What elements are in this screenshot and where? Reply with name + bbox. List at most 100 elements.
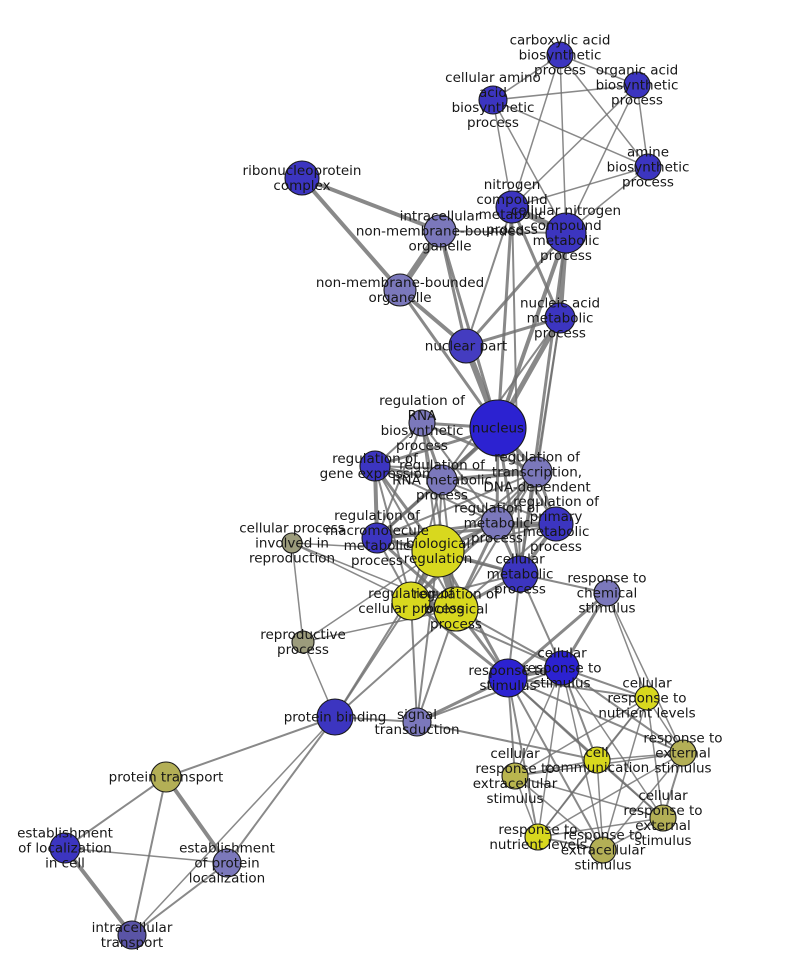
edge-crnl-cresex[interactable]: [646, 697, 664, 819]
node-np[interactable]: [448, 328, 484, 364]
node-nuc[interactable]: [469, 399, 527, 457]
node-recs[interactable]: [589, 836, 617, 864]
node-cab[interactable]: [546, 41, 574, 69]
node-cc[interactable]: [583, 746, 611, 774]
edge-rtd-rcp[interactable]: [410, 471, 538, 602]
edge-rnp-inmbo[interactable]: [300, 176, 442, 233]
edge-cc-st[interactable]: [416, 721, 598, 761]
node-nam[interactable]: [544, 302, 576, 334]
edge-ncm-cmp[interactable]: [511, 206, 521, 575]
edge-cc-rnl[interactable]: [537, 759, 598, 838]
edge-caab-cncm[interactable]: [492, 99, 567, 234]
node-rrb[interactable]: [408, 409, 436, 437]
edge-cc-cresec[interactable]: [514, 759, 598, 777]
node-rtd[interactable]: [521, 456, 553, 488]
edge-rrm-rpm[interactable]: [441, 479, 557, 525]
edge-cncm-nuc[interactable]: [496, 231, 568, 430]
node-crs[interactable]: [544, 650, 580, 686]
node-br[interactable]: [411, 524, 465, 578]
edge-cab-oab[interactable]: [559, 54, 638, 86]
edge-cresec-recs[interactable]: [514, 775, 604, 851]
node-pb[interactable]: [316, 698, 354, 736]
edge-rp-cpir[interactable]: [291, 542, 304, 643]
edge-pt-elc[interactable]: [64, 776, 167, 849]
edge-cresec-cresex[interactable]: [514, 775, 664, 819]
node-cncm[interactable]: [545, 212, 587, 254]
node-res[interactable]: [669, 739, 697, 767]
edge-res-recs[interactable]: [602, 752, 684, 851]
node-rmm[interactable]: [361, 522, 393, 554]
edge-cc-cresex[interactable]: [596, 759, 664, 819]
edge-rcs-res[interactable]: [606, 592, 684, 754]
edge-elc-it[interactable]: [63, 846, 134, 937]
edge-rtd-rge[interactable]: [374, 465, 538, 473]
edge-oab-cncm[interactable]: [565, 84, 638, 234]
edge-rtd-rrm[interactable]: [440, 470, 539, 482]
node-rrm[interactable]: [426, 464, 458, 496]
edge-cab-ab[interactable]: [559, 54, 649, 168]
node-rpm[interactable]: [538, 506, 574, 542]
edge-rbp-rp[interactable]: [302, 608, 457, 643]
edge-crs-res[interactable]: [561, 667, 684, 754]
edge-nam-rrm[interactable]: [441, 317, 561, 481]
edge-br-rp[interactable]: [302, 550, 439, 643]
edge-rge-rcp[interactable]: [374, 465, 412, 602]
node-rcs[interactable]: [593, 579, 621, 607]
edge-crnl-cresec[interactable]: [514, 697, 648, 777]
node-rbp[interactable]: [433, 586, 479, 632]
edge-pb-it[interactable]: [131, 716, 336, 936]
edge-cab-ncm[interactable]: [511, 54, 561, 208]
node-cresec[interactable]: [501, 762, 529, 790]
edge-cc-res[interactable]: [596, 752, 684, 761]
node-it[interactable]: [117, 920, 147, 950]
edge-pb-pt[interactable]: [165, 716, 336, 778]
edge-rcp-pb[interactable]: [334, 600, 412, 718]
edge-ncm-nuc[interactable]: [496, 205, 514, 430]
edge-rrb-rmp[interactable]: [421, 422, 498, 524]
node-crnl[interactable]: [634, 685, 660, 711]
edge-ncm-nam[interactable]: [510, 205, 562, 320]
edge-cc-recs[interactable]: [596, 759, 604, 851]
edge-rcs-crnl[interactable]: [606, 592, 648, 699]
edge-crnl-recs[interactable]: [602, 697, 648, 851]
node-cpir[interactable]: [281, 532, 303, 554]
edge-cab-cncm[interactable]: [559, 54, 567, 234]
edge-crs-rnl[interactable]: [537, 667, 563, 838]
edge-pb-epl[interactable]: [226, 716, 336, 864]
edge-cncm-np[interactable]: [464, 231, 568, 348]
edge-rbp-pb[interactable]: [334, 608, 457, 718]
edge-caab-ncm[interactable]: [492, 99, 513, 208]
edge-epl-it[interactable]: [131, 862, 228, 936]
node-cmp[interactable]: [501, 555, 539, 593]
edge-rcp-rs[interactable]: [409, 599, 510, 680]
edge-ncm-np[interactable]: [465, 206, 513, 347]
edge-rge-rmp[interactable]: [374, 465, 498, 524]
node-ncm[interactable]: [495, 190, 529, 224]
node-rp[interactable]: [291, 630, 315, 654]
edge-cresex-rnl[interactable]: [537, 817, 664, 838]
node-ab[interactable]: [634, 153, 662, 181]
edge-rnp-nmbo[interactable]: [300, 176, 402, 292]
edge-rs-crnl[interactable]: [507, 677, 648, 699]
node-oab[interactable]: [623, 71, 651, 99]
node-elc[interactable]: [49, 832, 81, 864]
edge-oab-ab[interactable]: [636, 84, 649, 168]
node-rnl[interactable]: [524, 823, 552, 851]
edge-caab-oab[interactable]: [492, 84, 638, 101]
node-nmbo[interactable]: [383, 273, 417, 307]
node-rcp[interactable]: [391, 581, 431, 621]
edge-rcp-cpir[interactable]: [291, 542, 412, 602]
edge-rs-rcs[interactable]: [506, 591, 609, 680]
edge-crs-cresec[interactable]: [514, 667, 563, 777]
node-rs[interactable]: [488, 658, 528, 698]
edge-crs-recs[interactable]: [561, 667, 604, 851]
node-caab[interactable]: [478, 85, 508, 115]
node-inmbo[interactable]: [423, 214, 457, 248]
edge-cncm-cmp[interactable]: [518, 231, 568, 576]
node-st[interactable]: [402, 707, 432, 737]
node-cresex[interactable]: [649, 804, 677, 832]
edge-caab-ab[interactable]: [492, 99, 649, 168]
node-rmp[interactable]: [480, 506, 514, 540]
node-rge[interactable]: [359, 450, 391, 482]
edge-rs-recs[interactable]: [507, 677, 604, 851]
